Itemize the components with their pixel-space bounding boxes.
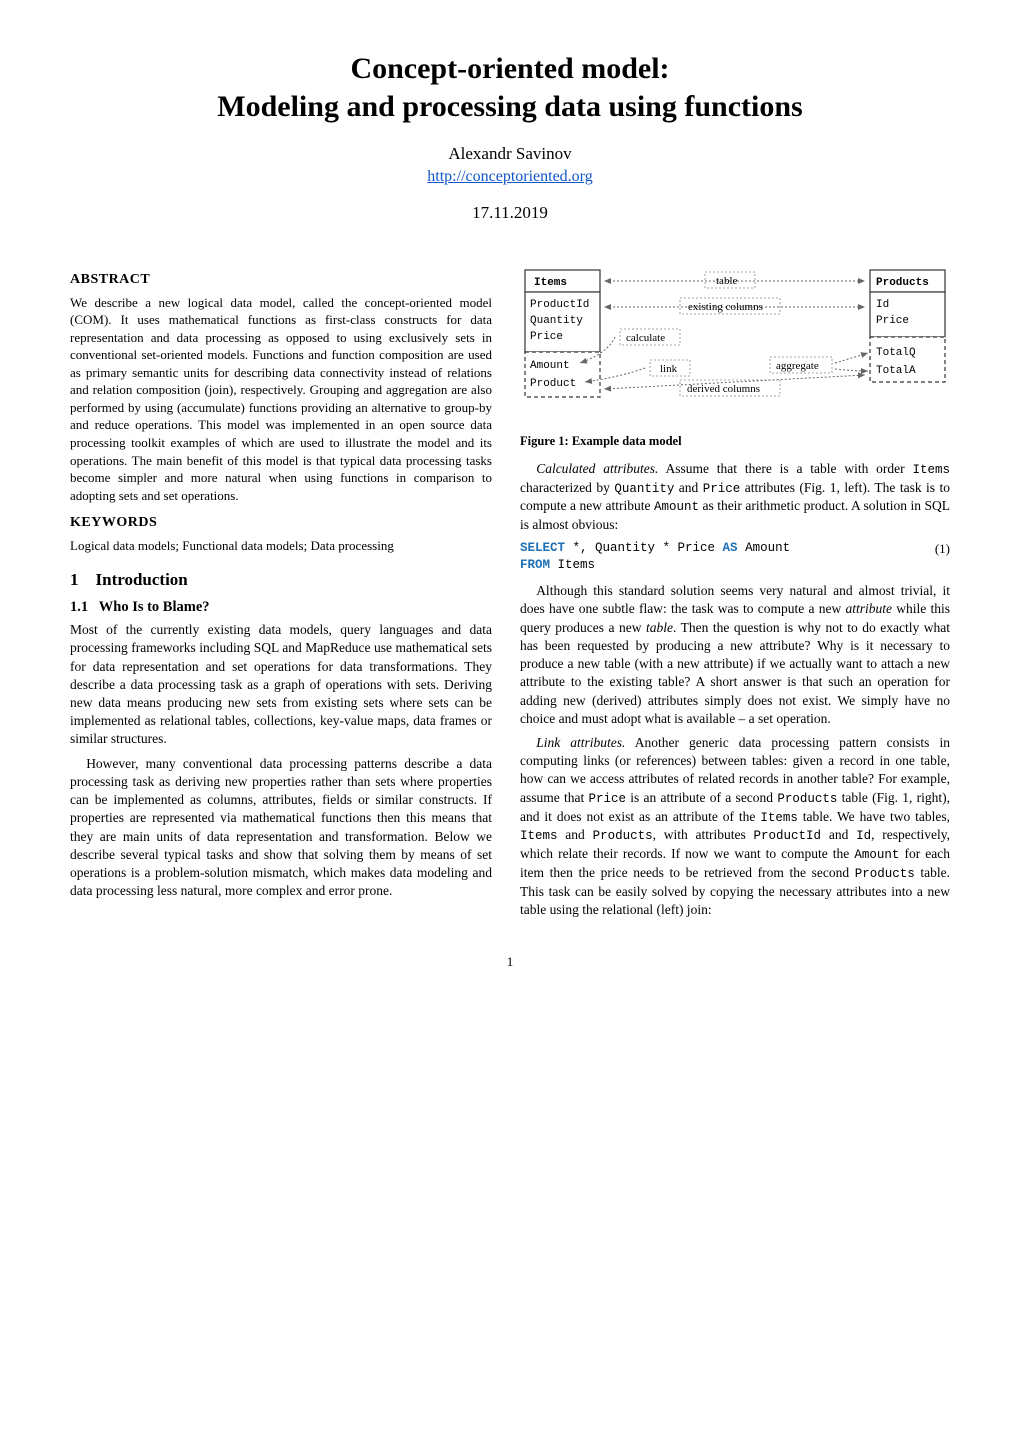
fig-prod-col-1: Price <box>876 315 909 327</box>
author-name: Alexandr Savinov <box>70 143 950 166</box>
para-right-1: Calculated attributes. Assume that there… <box>520 460 950 535</box>
author-block: Alexandr Savinov http://conceptoriented.… <box>70 143 950 188</box>
section-1-heading: 1 Introduction <box>70 569 492 592</box>
page-number: 1 <box>70 953 950 971</box>
abstract-text: We describe a new logical data model, ca… <box>70 294 492 505</box>
fig-label-table: table <box>716 275 737 287</box>
kw-select: SELECT <box>520 541 565 555</box>
code-listing-1: SELECT *, Quantity * Price AS Amount(1) … <box>520 540 950 574</box>
kw-as: AS <box>723 541 738 555</box>
fig-prod-col-0: Id <box>876 299 889 311</box>
keywords-text: Logical data models; Functional data mod… <box>70 537 492 555</box>
section-1-1-title: Who Is to Blame? <box>99 599 210 615</box>
figure-1: Items ProductId Quantity Price Amount Pr… <box>520 265 950 450</box>
kw-from: FROM <box>520 558 550 572</box>
fig-products-title: Products <box>876 277 929 289</box>
para-r3-lead: Link attributes. <box>536 735 625 750</box>
para-right-3: Link attributes. Another generic data pr… <box>520 734 950 919</box>
para-r1-lead: Calculated attributes. <box>536 461 658 476</box>
code1-l1-mid: *, Quantity * Price <box>565 541 723 555</box>
para-left-2: However, many conventional data processi… <box>70 755 492 901</box>
title-line1: Concept-oriented model: <box>350 52 669 85</box>
section-1-1-num: 1.1 <box>70 599 88 615</box>
author-link[interactable]: http://conceptoriented.org <box>427 168 592 185</box>
fig-prod-der-1: TotalA <box>876 365 916 377</box>
figure-1-caption: Figure 1: Example data model <box>520 433 950 450</box>
keywords-heading: KEYWORDS <box>70 514 492 533</box>
section-1-title: Introduction <box>96 570 188 589</box>
fig-items-col-2: Price <box>530 331 563 343</box>
fig-label-derived: derived columns <box>687 383 760 395</box>
code1-l1-end: Amount <box>738 541 791 555</box>
paper-date: 17.11.2019 <box>70 202 950 225</box>
fig-items-col-0: ProductId <box>530 299 589 311</box>
left-column: ABSTRACT We describe a new logical data … <box>70 265 492 926</box>
section-1-1-heading: 1.1 Who Is to Blame? <box>70 598 492 618</box>
fig-items-der-0: Amount <box>530 360 570 372</box>
fig-prod-der-0: TotalQ <box>876 347 916 359</box>
para-right-2: Although this standard solution seems ve… <box>520 582 950 728</box>
paper-title: Concept-oriented model: Modeling and pro… <box>70 50 950 125</box>
fig-label-link: link <box>660 363 678 375</box>
fig-label-aggregate: aggregate <box>776 360 819 372</box>
fig-label-existing: existing columns <box>688 301 763 313</box>
abstract-heading: ABSTRACT <box>70 271 492 290</box>
title-line2: Modeling and processing data using funct… <box>217 90 802 123</box>
section-1-num: 1 <box>70 570 79 589</box>
figure-1-svg: Items ProductId Quantity Price Amount Pr… <box>520 265 950 425</box>
para-left-1: Most of the currently existing data mode… <box>70 621 492 749</box>
code1-eqno: (1) <box>935 540 950 558</box>
fig-items-title: Items <box>534 277 567 289</box>
fig-label-calculate: calculate <box>626 332 665 344</box>
fig-items-der-1: Product <box>530 378 576 390</box>
right-column: Items ProductId Quantity Price Amount Pr… <box>520 265 950 926</box>
code1-l2-end: Items <box>550 558 595 572</box>
fig-items-col-1: Quantity <box>530 315 583 327</box>
